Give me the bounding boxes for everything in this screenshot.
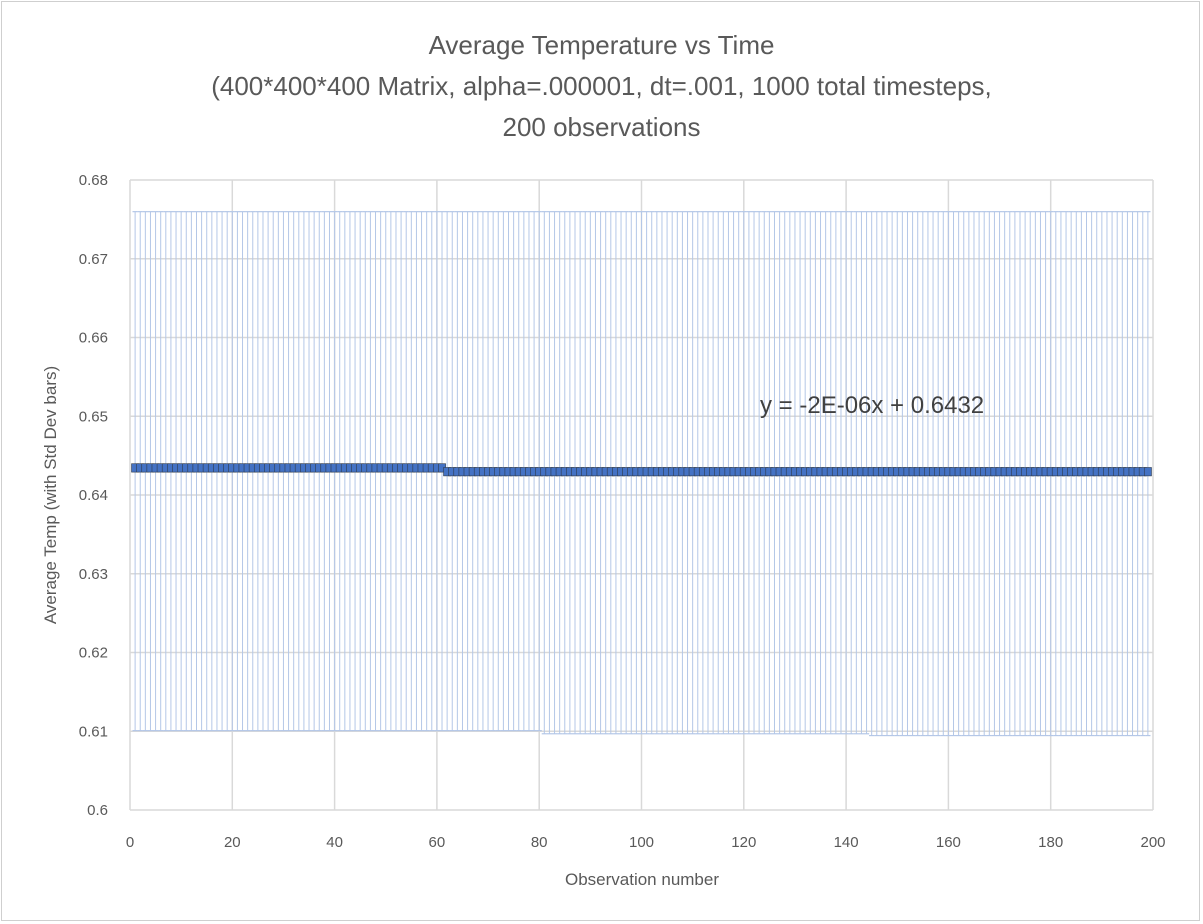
chart-title-line-1: Average Temperature vs Time: [428, 30, 775, 60]
x-tick-label: 100: [629, 834, 654, 851]
x-tick-label: 80: [531, 834, 548, 851]
y-tick-label: 0.62: [79, 645, 108, 662]
chart-title-line-3: 200 observations: [502, 112, 701, 142]
x-axis-label: Observation number: [565, 870, 719, 889]
y-tick-label: 0.61: [79, 723, 108, 740]
y-tick-label: 0.6: [87, 802, 108, 819]
x-tick-label: 140: [834, 834, 859, 851]
y-tick-label: 0.67: [79, 251, 108, 268]
x-tick-label: 120: [731, 834, 756, 851]
trendline-equation: y = -2E-06x + 0.6432: [760, 392, 984, 419]
x-tick-label: 20: [224, 834, 241, 851]
x-tick-label: 40: [326, 834, 343, 851]
y-tick-label: 0.65: [79, 408, 108, 425]
y-tick-label: 0.66: [79, 330, 108, 347]
y-tick-label: 0.63: [79, 566, 108, 583]
data-points: [131, 463, 1152, 477]
x-tick-label: 160: [936, 834, 961, 851]
x-tick-label: 200: [1140, 834, 1165, 851]
chart-title-line-2: (400*400*400 Matrix, alpha=.000001, dt=.…: [211, 71, 992, 101]
x-tick-label: 180: [1038, 834, 1063, 851]
x-tick-labels: 0 20 40 60 80 100 120 140 160 180 200: [126, 834, 1166, 851]
y-tick-labels: 0.6 0.61 0.62 0.63 0.64 0.65 0.66 0.67 0.68: [79, 172, 108, 819]
y-tick-label: 0.68: [79, 172, 108, 189]
y-tick-label: 0.64: [79, 487, 108, 504]
x-tick-label: 0: [126, 834, 134, 851]
data-point: [1143, 467, 1152, 477]
x-tick-label: 60: [429, 834, 446, 851]
y-axis-label: Average Temp (with Std Dev bars): [41, 366, 60, 624]
